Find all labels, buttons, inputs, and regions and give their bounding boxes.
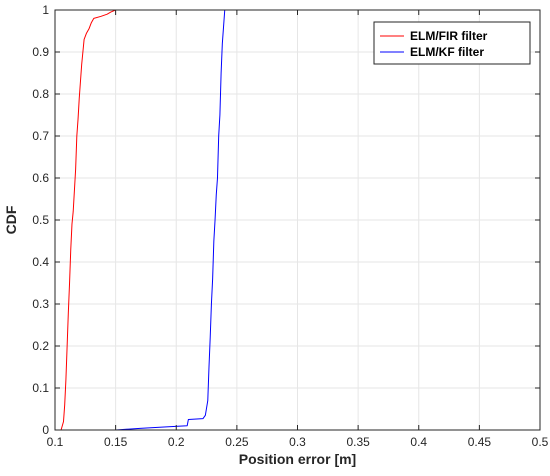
y-tick-label: 0.8 (32, 87, 49, 101)
x-tick-label: 0.4 (410, 435, 427, 449)
x-axis-title: Position error [m] (239, 451, 356, 467)
legend-label-0: ELM/FIR filter (410, 29, 488, 43)
y-axis-title: CDF (3, 205, 19, 234)
x-tick-label: 0.3 (289, 435, 306, 449)
legend-label-1: ELM/KF filter (410, 45, 484, 59)
y-tick-label: 0.3 (32, 297, 49, 311)
y-tick-label: 0.1 (32, 381, 49, 395)
x-tick-label: 0.25 (225, 435, 249, 449)
legend-box (373, 21, 531, 65)
x-tick-label: 0.5 (532, 435, 549, 449)
y-tick-label: 0.4 (32, 255, 49, 269)
series-layer (60, 9, 502, 431)
y-tick-label: 0.9 (32, 45, 49, 59)
x-tick-label: 0.15 (104, 435, 128, 449)
y-tick-label: 1 (42, 3, 49, 17)
y-tick-label: 0.5 (32, 213, 49, 227)
series-line-1 (115, 9, 502, 431)
axis-ticks: 0.1 0.15 0.2 0.25 0.3 0.35 0.4 0.45 0.500.10.20.… (32, 3, 548, 449)
y-tick-label: 0.6 (32, 171, 49, 185)
x-tick-label: 0.45 (468, 435, 492, 449)
x-tick-label: 0.35 (346, 435, 370, 449)
grid (54, 9, 541, 431)
series-line-0 (60, 9, 225, 431)
legend: ELM/FIR filter ELM/KF filter (373, 21, 531, 65)
y-tick-label: 0.2 (32, 339, 49, 353)
y-tick-label: 0.7 (32, 129, 49, 143)
x-tick-label: 0.2 (168, 435, 185, 449)
x-tick-label: 0.1 (47, 435, 64, 449)
y-tick-label: 0 (42, 423, 49, 437)
